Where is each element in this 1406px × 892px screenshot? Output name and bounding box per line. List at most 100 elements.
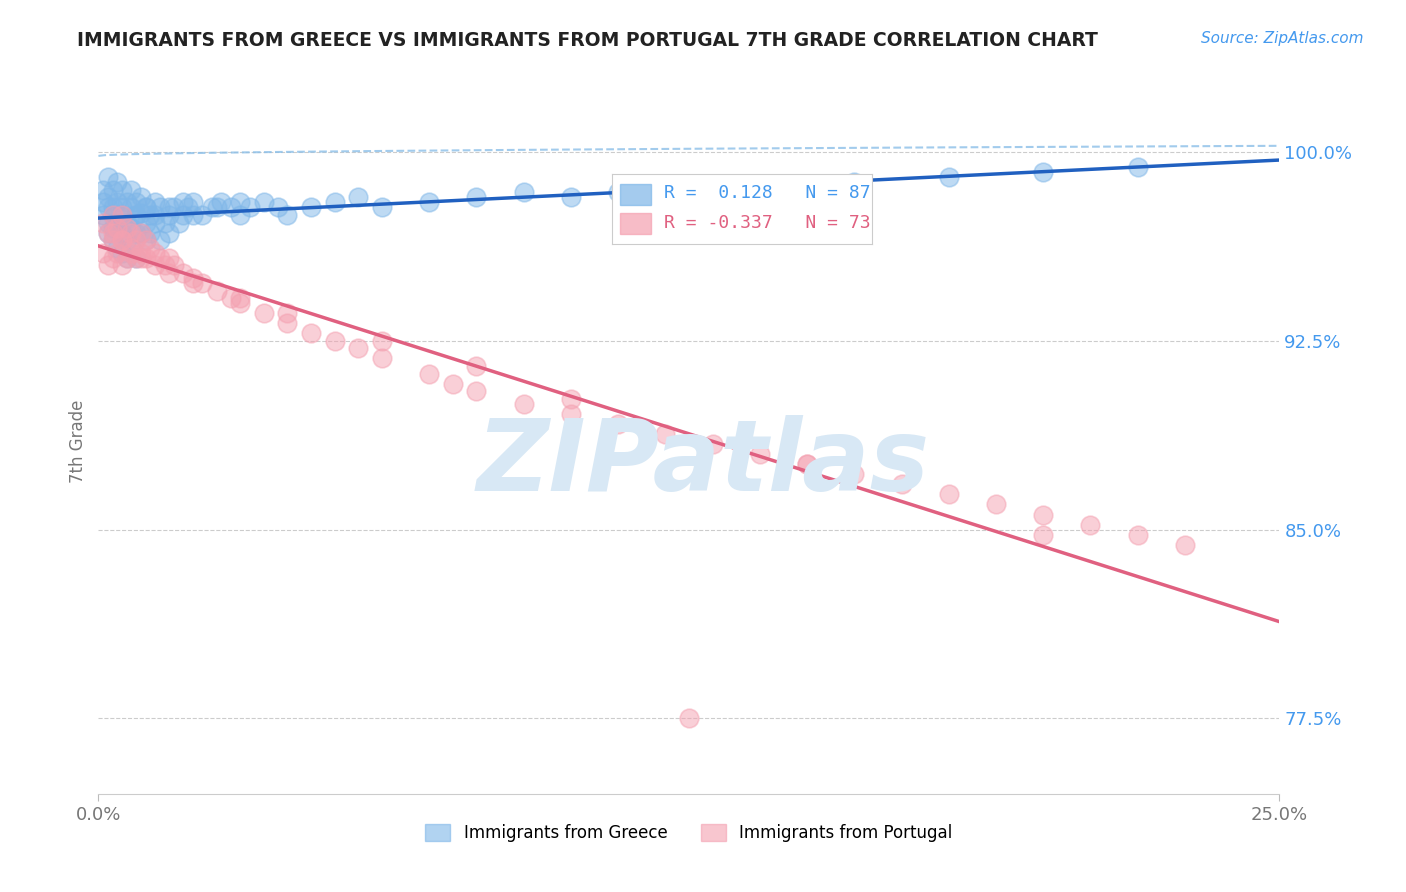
Point [101,201,124,215]
Point [167,216,190,230]
Point [135,201,157,215]
Point [239,201,262,215]
Point [371,334,394,348]
Text: Source: ZipAtlas.com: Source: ZipAtlas.com [1201,31,1364,46]
Point [129,226,152,240]
Point [938,487,960,501]
Point [938,170,960,185]
Point [748,447,770,461]
Point [97,201,120,215]
Point [149,251,172,265]
Point [512,186,534,200]
Point [276,208,298,222]
Point [209,195,232,210]
Point [97,226,120,240]
Point [654,183,676,197]
Point [299,201,322,215]
Point [111,259,134,273]
Point [201,201,224,215]
Point [143,216,166,230]
Point [111,216,134,230]
Point [115,220,138,235]
Point [1174,538,1197,552]
Point [135,251,157,265]
Point [91,216,114,230]
Point [654,427,676,442]
Point [97,226,120,240]
Point [135,216,157,230]
Point [97,170,120,185]
Point [139,241,162,255]
Point [418,195,440,210]
Point [607,186,630,200]
Point [115,251,138,265]
Point [101,208,124,222]
Point [115,195,138,210]
Point [149,233,172,247]
Point [101,208,124,222]
Point [129,245,152,260]
Point [1126,527,1149,541]
Point [607,417,630,431]
Point [125,233,148,247]
Point [121,226,143,240]
Point [702,437,724,451]
Point [115,251,138,265]
Point [111,183,134,197]
Point [157,226,180,240]
Point [984,498,1007,512]
Point [115,216,138,230]
Point [465,384,488,399]
Point [97,216,120,230]
Point [125,251,148,265]
Point [748,180,770,194]
Point [135,201,157,215]
Point [1080,517,1102,532]
Point [111,201,134,215]
Point [101,226,124,240]
Point [125,195,148,210]
Point [371,351,394,366]
Point [229,195,252,210]
Point [347,342,370,356]
Point [157,208,180,222]
Point [135,233,157,247]
Point [111,226,134,240]
Point [115,233,138,247]
Point [323,334,346,348]
Point [91,208,114,222]
Point [129,251,152,265]
Point [153,216,176,230]
Point [139,208,162,222]
Point [796,457,818,471]
Point [111,245,134,260]
Point [323,195,346,210]
Point [101,233,124,247]
Point [276,306,298,320]
Point [105,220,128,235]
Text: ZIPatlas: ZIPatlas [477,416,929,512]
Point [121,241,143,255]
Point [129,226,152,240]
Point [143,259,166,273]
Y-axis label: 7th Grade: 7th Grade [69,400,87,483]
Point [163,201,186,215]
Point [181,271,204,285]
Point [181,276,204,290]
Point [157,251,180,265]
Point [105,245,128,260]
Point [143,208,166,222]
Point [560,190,582,204]
Point [560,392,582,406]
Point [121,220,143,235]
Point [101,183,124,197]
Point [253,306,276,320]
Point [143,245,166,260]
Point [347,190,370,204]
Point [157,266,180,280]
Point [276,316,298,330]
Point [219,201,242,215]
Point [129,190,152,204]
Point [191,208,214,222]
Point [105,175,128,189]
